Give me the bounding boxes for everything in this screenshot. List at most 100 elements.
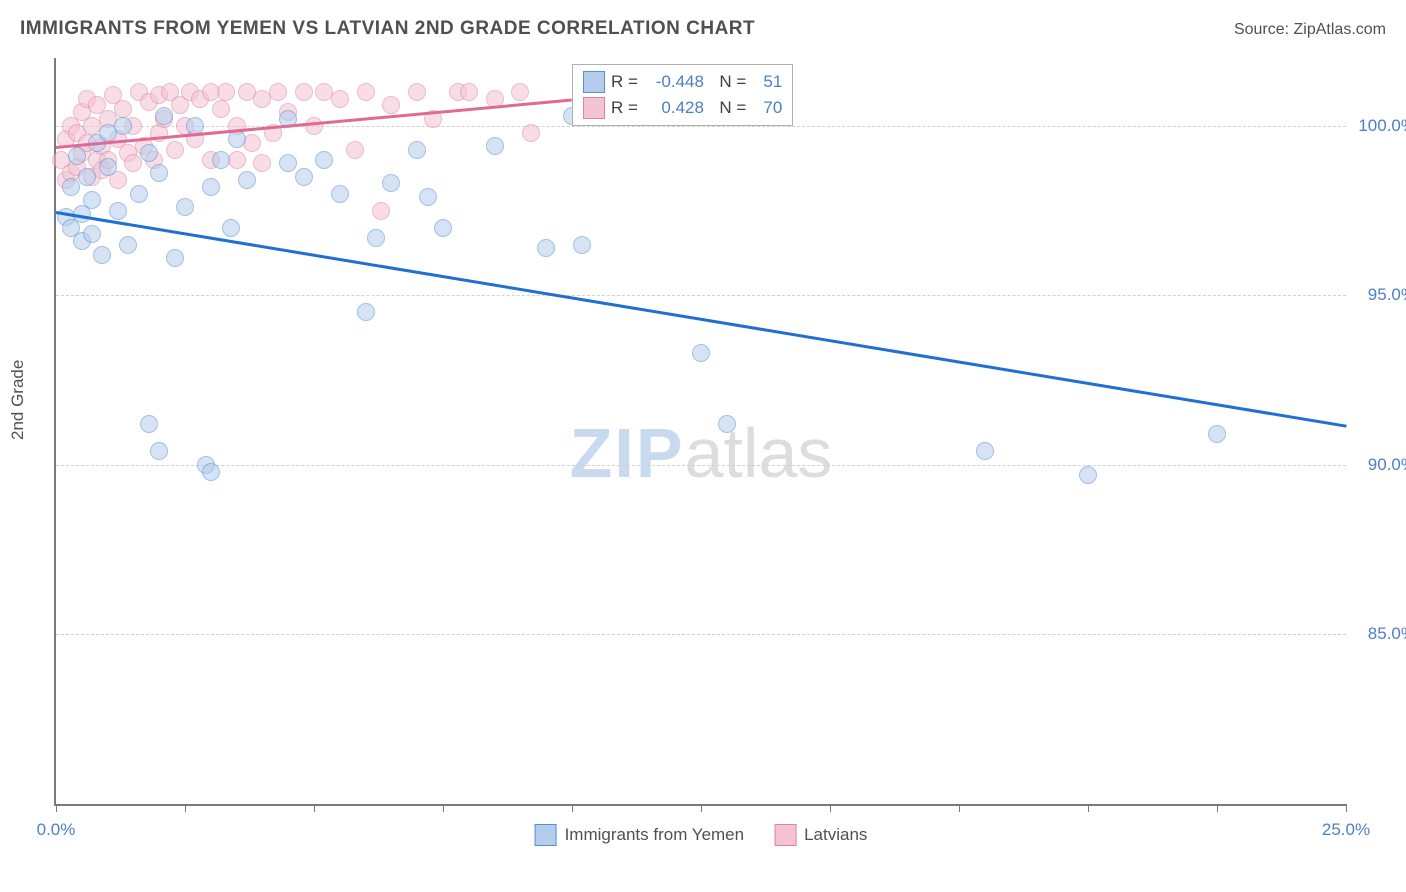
scatter-point <box>150 442 168 460</box>
x-tick <box>959 804 960 812</box>
scatter-point <box>212 151 230 169</box>
scatter-point <box>93 246 111 264</box>
scatter-point <box>382 96 400 114</box>
correlation-legend: R =-0.448 N =51R =0.428 N =70 <box>572 64 793 126</box>
scatter-point <box>166 249 184 267</box>
scatter-point <box>331 185 349 203</box>
scatter-point <box>315 151 333 169</box>
scatter-point <box>124 154 142 172</box>
scatter-point <box>222 219 240 237</box>
scatter-point <box>140 415 158 433</box>
gridline-h <box>56 634 1346 635</box>
x-tick-label: 0.0% <box>37 820 76 840</box>
scatter-plot: ZIPatlas 85.0%90.0%95.0%100.0%0.0%25.0%R… <box>54 58 1346 806</box>
scatter-point <box>346 141 364 159</box>
scatter-point <box>269 83 287 101</box>
scatter-point <box>976 442 994 460</box>
scatter-point <box>295 83 313 101</box>
scatter-point <box>419 188 437 206</box>
scatter-point <box>372 202 390 220</box>
legend-r-label: R = <box>611 69 638 95</box>
chart-title: IMMIGRANTS FROM YEMEN VS LATVIAN 2ND GRA… <box>20 18 755 40</box>
scatter-point <box>228 151 246 169</box>
gridline-h <box>56 295 1346 296</box>
x-tick-label: 25.0% <box>1322 820 1370 840</box>
scatter-point <box>202 178 220 196</box>
gridline-h <box>56 465 1346 466</box>
x-tick <box>56 804 57 812</box>
scatter-point <box>166 141 184 159</box>
scatter-point <box>357 303 375 321</box>
trend-line <box>56 211 1346 428</box>
watermark: ZIPatlas <box>570 413 833 493</box>
scatter-point <box>140 144 158 162</box>
y-tick-label: 90.0% <box>1356 455 1406 475</box>
x-tick <box>443 804 444 812</box>
scatter-point <box>408 141 426 159</box>
scatter-point <box>537 239 555 257</box>
scatter-point <box>202 463 220 481</box>
scatter-point <box>367 229 385 247</box>
legend-swatch <box>774 824 796 846</box>
scatter-point <box>408 83 426 101</box>
x-tick <box>185 804 186 812</box>
scatter-point <box>62 178 80 196</box>
scatter-point <box>573 236 591 254</box>
scatter-point <box>109 202 127 220</box>
legend-r-label: R = <box>611 95 638 121</box>
scatter-point <box>130 185 148 203</box>
scatter-point <box>522 124 540 142</box>
x-tick <box>1217 804 1218 812</box>
legend-n-value: 70 <box>752 95 782 121</box>
scatter-point <box>99 158 117 176</box>
scatter-point <box>279 154 297 172</box>
x-tick <box>1088 804 1089 812</box>
scatter-point <box>434 219 452 237</box>
watermark-atlas: atlas <box>685 414 833 492</box>
scatter-point <box>83 225 101 243</box>
legend-swatch <box>583 97 605 119</box>
scatter-point <box>114 100 132 118</box>
scatter-point <box>486 137 504 155</box>
x-tick <box>830 804 831 812</box>
scatter-point <box>212 100 230 118</box>
scatter-point <box>1079 466 1097 484</box>
source-label: Source: ZipAtlas.com <box>1234 21 1386 39</box>
scatter-point <box>217 83 235 101</box>
scatter-point <box>155 107 173 125</box>
series-legend-item: Latvians <box>774 824 867 846</box>
legend-n-label: N = <box>710 95 746 121</box>
y-tick-label: 95.0% <box>1356 285 1406 305</box>
scatter-point <box>460 83 478 101</box>
scatter-point <box>78 168 96 186</box>
watermark-zip: ZIP <box>570 414 685 492</box>
series-legend: Immigrants from Yemen Latvians <box>535 824 868 846</box>
scatter-point <box>228 130 246 148</box>
header-row: IMMIGRANTS FROM YEMEN VS LATVIAN 2ND GRA… <box>20 18 1386 40</box>
scatter-point <box>718 415 736 433</box>
scatter-point <box>119 236 137 254</box>
x-tick <box>701 804 702 812</box>
legend-r-value: -0.448 <box>644 69 704 95</box>
scatter-point <box>1208 425 1226 443</box>
scatter-point <box>68 147 86 165</box>
x-tick <box>1346 804 1347 812</box>
y-tick-label: 100.0% <box>1356 116 1406 136</box>
y-axis-label: 2nd Grade <box>8 360 28 440</box>
scatter-point <box>238 171 256 189</box>
series-legend-label: Immigrants from Yemen <box>565 825 745 845</box>
legend-n-label: N = <box>710 69 746 95</box>
scatter-point <box>511 83 529 101</box>
scatter-point <box>357 83 375 101</box>
series-legend-label: Latvians <box>804 825 867 845</box>
scatter-point <box>295 168 313 186</box>
legend-swatch <box>535 824 557 846</box>
scatter-point <box>253 154 271 172</box>
y-tick-label: 85.0% <box>1356 624 1406 644</box>
legend-r-value: 0.428 <box>644 95 704 121</box>
x-tick <box>572 804 573 812</box>
x-tick <box>314 804 315 812</box>
scatter-point <box>150 164 168 182</box>
scatter-point <box>692 344 710 362</box>
correlation-legend-row: R =0.428 N =70 <box>583 95 782 121</box>
